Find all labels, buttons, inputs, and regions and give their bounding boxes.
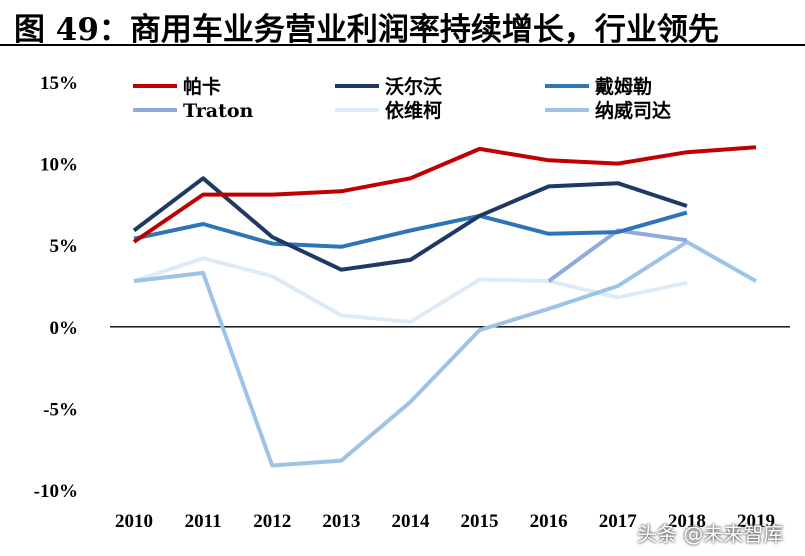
legend-label: 依维柯 [385, 99, 442, 122]
chart-title: 图 49：商用车业务营业利润率持续增长，行业领先 [14, 12, 719, 48]
x-tick-label: 2012 [253, 511, 291, 532]
x-tick-label: 2018 [668, 511, 706, 532]
series-line-0 [132, 145, 757, 244]
chart-legend: 帕卡 沃尔沃 戴姆勒 Traton 依维柯 纳威司达 [133, 75, 671, 122]
x-tick-label: 2017 [599, 511, 638, 532]
series-line-5 [133, 239, 757, 468]
legend-label: Traton [183, 100, 254, 122]
series-line-2 [133, 210, 688, 249]
legend-label: 帕卡 [183, 75, 221, 98]
chart-axes: -10% -5% 0% 5% 10% 15% 2010 2011 2012 2013 2014 201… [34, 73, 790, 532]
y-tick-label: 15% [40, 73, 78, 94]
series-layer [132, 145, 757, 468]
x-tick-label: 2014 [391, 511, 430, 532]
y-tick-label: -5% [43, 399, 78, 420]
x-tick-label: 2015 [461, 511, 499, 532]
x-tick-label: 2013 [322, 511, 360, 532]
watermark: 头条 @未来智库 [637, 522, 784, 546]
x-tick-label: 2016 [530, 511, 568, 532]
y-tick-label: 10% [40, 155, 78, 176]
title-divider [0, 44, 805, 46]
legend-label: 戴姆勒 [595, 75, 652, 98]
x-tick-label: 2019 [737, 511, 775, 532]
y-tick-label: 0% [50, 318, 79, 339]
legend-label: 沃尔沃 [385, 75, 442, 98]
x-tick-label: 2011 [185, 511, 222, 532]
x-tick-label: 2010 [115, 511, 153, 532]
y-tick-label: -10% [34, 481, 78, 502]
legend-label: 纳威司达 [595, 99, 671, 122]
series-line-1 [132, 176, 688, 272]
y-tick-label: 5% [50, 236, 79, 257]
